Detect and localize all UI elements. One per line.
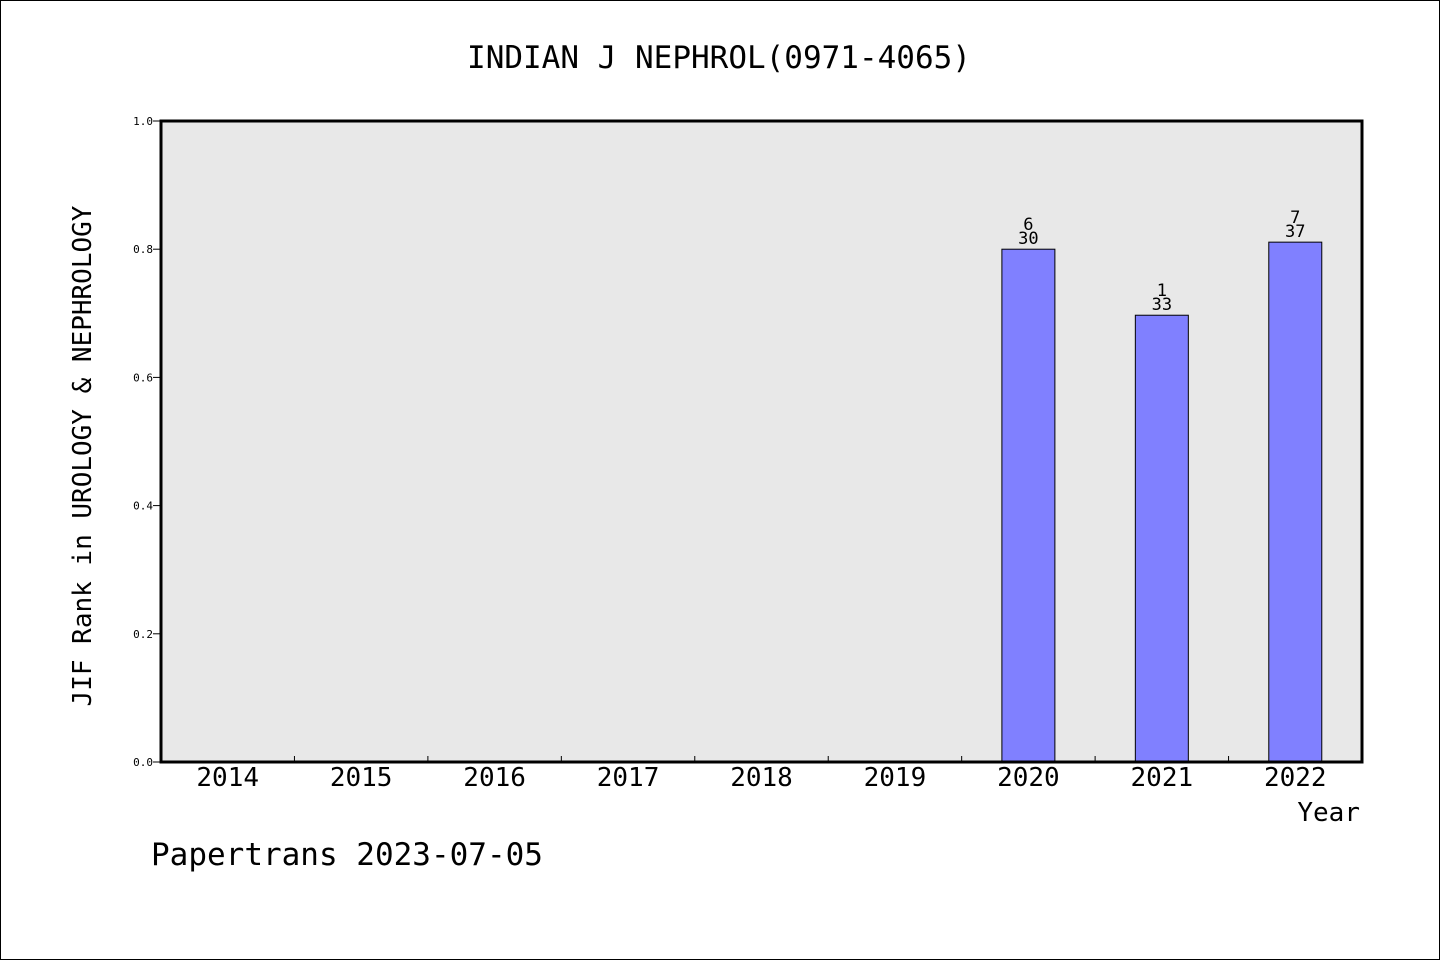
bar-rank-label: 6 <box>1023 215 1033 235</box>
x-tick-label: 2014 <box>196 763 259 793</box>
bar-total-label: 33 <box>1152 295 1172 315</box>
y-tick-label: 0.2 <box>133 628 153 641</box>
bar-labels-group: 630 133 737 <box>1018 208 1305 315</box>
bars-group <box>1001 241 1323 763</box>
x-tick-label: 2017 <box>597 763 660 793</box>
bar <box>1001 248 1056 763</box>
x-tick-label: 2016 <box>463 763 526 793</box>
plot-border <box>159 119 1364 764</box>
y-tick-label: 0.8 <box>133 243 153 256</box>
bar-total-label: 30 <box>1018 229 1038 249</box>
y-tick-label: 0.6 <box>133 371 153 384</box>
chart-title: INDIAN J NEPHROL(0971-4065) <box>467 40 971 76</box>
x-axis-label: Year <box>1297 798 1360 828</box>
x-tick-label: 2015 <box>330 763 393 793</box>
footer-text: Papertrans 2023-07-05 <box>151 837 543 873</box>
x-tick-label: 2020 <box>997 763 1060 793</box>
x-tick-label: 2019 <box>864 763 927 793</box>
x-axis: 2014 2015 2016 2017 2018 2019 2020 2021 2022 <box>196 756 1327 793</box>
bar-total-label: 37 <box>1285 222 1305 242</box>
x-tick-label: 2018 <box>730 763 793 793</box>
bar-rank-label: 7 <box>1290 208 1300 228</box>
y-tick-label: 1.0 <box>133 115 153 128</box>
bar-rank-label: 1 <box>1157 281 1167 301</box>
y-axis-label: JIF Rank in UROLOGY & NEPHROLOGY <box>68 205 98 706</box>
bar <box>1268 241 1323 763</box>
x-tick-label: 2021 <box>1131 763 1194 793</box>
y-tick-label: 0.0 <box>133 756 153 769</box>
y-tick-label: 0.4 <box>133 500 153 513</box>
x-tick-label: 2022 <box>1264 763 1327 793</box>
bar <box>1134 314 1189 763</box>
y-axis: 0.0 0.2 0.4 0.6 0.8 1.0 <box>133 115 161 769</box>
